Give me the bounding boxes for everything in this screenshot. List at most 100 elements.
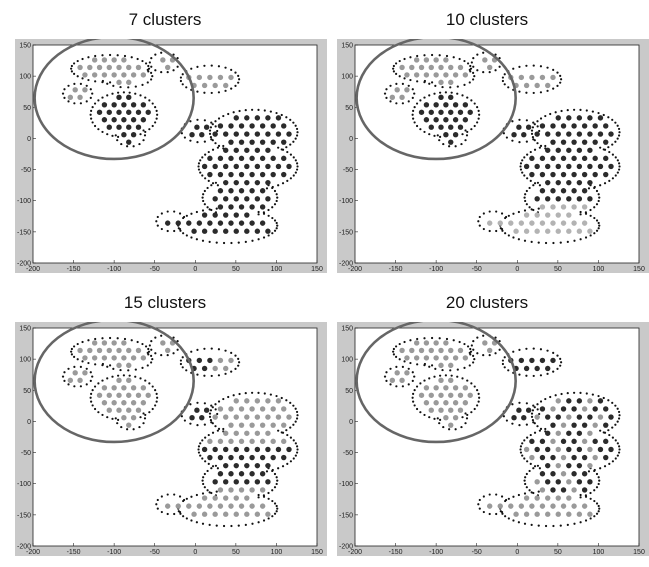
outline-point [273,229,277,232]
outline-point [611,153,614,156]
outline-point [154,105,157,109]
outline-point [505,498,508,502]
outline-point [120,425,123,429]
data-point [145,109,151,115]
outline-point [292,140,295,143]
outline-point [294,442,297,445]
outline-point [67,100,70,103]
data-point [175,220,181,226]
outline-point [176,348,179,351]
x-tick-label: -50 [150,549,160,556]
data-point [443,72,449,78]
outline-point [456,368,459,371]
outline-point [285,429,288,432]
data-point [238,471,245,477]
outline-point [151,102,154,105]
outline-point [428,365,431,368]
outline-point [595,219,599,222]
data-point [164,347,171,354]
outline-point [525,64,528,67]
y-tick-label: -150 [339,229,353,236]
outline-point [73,82,76,85]
outline-point [523,174,526,177]
outline-point [61,375,65,378]
data-point [566,212,572,218]
data-point [259,503,266,509]
outline-point [91,92,94,95]
outline-point [108,53,112,57]
outline-point [182,515,185,518]
outline-point [81,360,84,363]
data-point [223,212,229,218]
data-point [270,139,276,145]
data-point [217,503,224,509]
outline-point [579,496,582,499]
data-point [534,479,540,485]
outline-point [488,229,491,233]
outline-point [294,420,297,423]
outline-point [472,71,475,74]
outline-point [210,64,213,67]
data-point [281,422,287,428]
outline-point [251,108,254,111]
data-point [566,115,572,121]
outline-point [134,92,137,95]
data-point [534,511,540,517]
data-point [525,407,532,413]
outline-point [142,129,145,132]
data-point [404,370,410,376]
outline-point [528,206,531,209]
outline-point [206,186,209,190]
outline-point [70,350,73,353]
outline-point [148,99,151,102]
outline-point [525,486,528,489]
data-point [203,124,210,130]
outline-point [143,134,147,137]
data-point [228,123,234,129]
data-point [566,398,572,404]
data-point [135,407,142,413]
data-point [286,163,292,170]
outline-point [505,419,509,422]
data-point [265,163,271,170]
outline-point [183,498,186,502]
outline-point [409,361,412,365]
data-point [270,454,276,461]
data-point [223,479,229,485]
data-point [244,479,250,485]
data-point [72,370,78,376]
outline-point [445,337,449,341]
scatter-plot-7-clusters: -200 -150 -100 -50 0 50 100 150150100500-50-100… [15,39,327,273]
outline-point [456,92,459,95]
outline-point [281,182,285,185]
outline-point [273,189,277,193]
outline-point [196,141,199,144]
outline-point [385,371,388,374]
data-point [587,446,593,453]
outline-point [70,353,73,356]
outline-point [238,109,241,113]
data-point [452,102,459,108]
data-point [116,94,122,101]
outline-point [73,385,76,388]
outline-point [211,406,214,409]
outline-point [538,184,541,187]
outline-point [412,109,415,112]
outline-point [544,524,548,528]
outline-point [230,241,233,245]
outline-point [257,108,260,112]
data-point [399,377,405,384]
outline-point [573,522,576,525]
outline-point [172,69,175,72]
outline-point [61,92,65,95]
outline-point [151,407,154,411]
outline-point [502,415,505,418]
outline-point [237,241,240,244]
data-point [486,64,493,71]
outline-point [526,436,529,439]
data-point [448,109,454,115]
data-point [130,131,137,138]
outline-point [91,105,94,109]
outline-point [407,367,410,370]
data-point [233,462,239,469]
